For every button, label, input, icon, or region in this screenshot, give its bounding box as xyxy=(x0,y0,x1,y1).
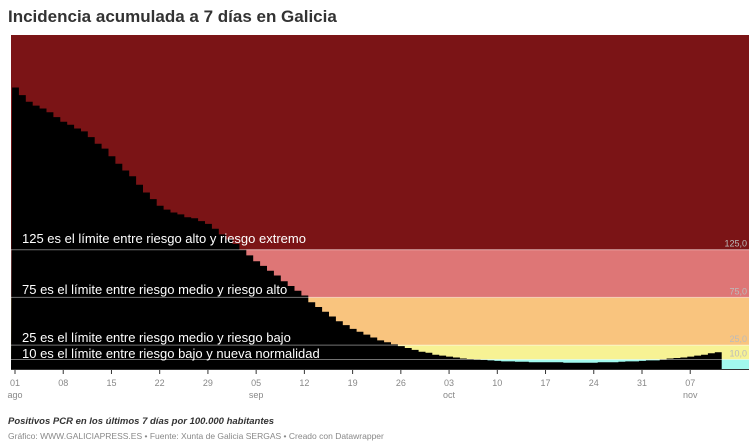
threshold-value-label: 25,0 xyxy=(729,334,747,344)
threshold-annotations: 125 es el límite entre riesgo alto y rie… xyxy=(22,231,320,361)
x-axis: 01 ago 08 15 22 29 05 sep 12 19 26 03 oct 10 17 24 31 07 n… xyxy=(7,369,749,400)
x-tick-label: 19 xyxy=(348,378,358,388)
threshold-annotation: 25 es el límite entre riesgo medio y rie… xyxy=(22,330,291,345)
x-tick-label: 08 xyxy=(58,378,68,388)
threshold-annotation: 125 es el límite entre riesgo alto y rie… xyxy=(22,231,306,246)
x-tick-label: 29 xyxy=(203,378,213,388)
chart-title: Incidencia acumulada a 7 días en Galicia xyxy=(8,7,337,26)
x-tick-label: 01 xyxy=(10,378,20,388)
x-tick-month-label: sep xyxy=(249,390,264,400)
x-tick-month-label: nov xyxy=(683,390,698,400)
chart-description: Positivos PCR en los últimos 7 días por … xyxy=(8,416,275,427)
x-tick-label: 24 xyxy=(589,378,599,388)
threshold-value-label: 125,0 xyxy=(724,239,747,249)
x-tick-label: 22 xyxy=(155,378,165,388)
x-tick-label: 31 xyxy=(637,378,647,388)
chart-source: Gráfico: WWW.GALICIAPRESS.ES • Fuente: X… xyxy=(8,431,384,441)
threshold-annotation: 75 es el límite entre riesgo medio y rie… xyxy=(22,282,287,297)
threshold-value-label: 10,0 xyxy=(729,348,747,358)
x-tick-label: 05 xyxy=(251,378,261,388)
threshold-lines: 125,0 75,0 25,0 10,0 xyxy=(11,239,749,360)
threshold-value-label: 75,0 xyxy=(729,286,747,296)
x-tick-month-label: ago xyxy=(7,390,22,400)
incidence-area xyxy=(11,87,722,369)
x-tick-label: 26 xyxy=(396,378,406,388)
threshold-annotation: 10 es el límite entre riesgo bajo y nuev… xyxy=(22,346,320,361)
incidence-series xyxy=(11,87,722,369)
x-tick-month-label: oct xyxy=(443,390,456,400)
x-tick-label: 15 xyxy=(106,378,116,388)
x-tick-label: 03 xyxy=(444,378,454,388)
x-tick-label: 17 xyxy=(541,378,551,388)
x-tick-label: 10 xyxy=(492,378,502,388)
x-tick-label: 07 xyxy=(685,378,695,388)
x-tick-label: 12 xyxy=(299,378,309,388)
